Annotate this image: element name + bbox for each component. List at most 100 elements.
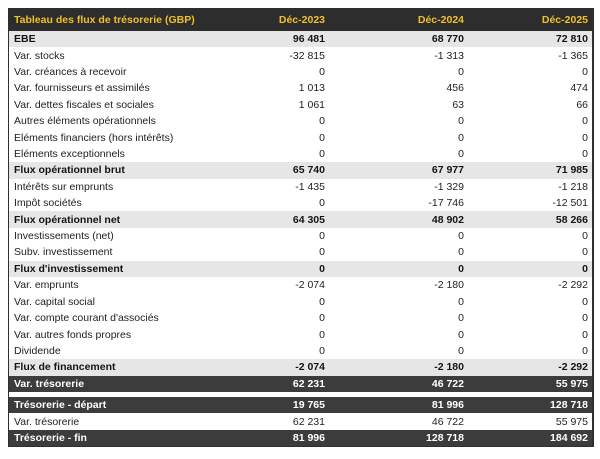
row-value: 81 996: [292, 431, 325, 444]
row-label: Flux opérationnel brut: [14, 164, 125, 177]
row-value: 0: [319, 262, 325, 275]
table-row: Intérêts sur emprunts -1 435 -1 329 -1 218: [9, 178, 592, 196]
row-label: Var. fournisseurs et assimilés: [14, 82, 150, 95]
row-value: 0: [319, 344, 325, 357]
row-value: 0: [582, 295, 588, 308]
row-value: 72 810: [555, 33, 588, 46]
row-value: 55 975: [555, 415, 588, 428]
row-value: 0: [458, 66, 464, 79]
row-value: -2 292: [558, 279, 588, 292]
row-value: 0: [582, 148, 588, 161]
table-body: EBE 96 481 68 770 72 810 Var. stocks -32 815 -…: [9, 31, 592, 447]
row-value: 0: [319, 66, 325, 79]
row-value: 1 013: [298, 82, 325, 95]
row-value: 0: [319, 246, 325, 259]
row-value: 456: [446, 82, 464, 95]
table-row: Subv. investissement 0 0 0: [9, 244, 592, 261]
row-value: -17 746: [428, 197, 464, 210]
row-value: 65 740: [292, 164, 325, 177]
table-row: Var. stocks -32 815 -1 313 -1 365: [9, 47, 592, 64]
row-value: -1 313: [434, 49, 464, 62]
column-header-dec-2023: Déc-2023: [278, 13, 325, 26]
table-row: Var. trésorerie 62 231 46 722 55 975: [9, 413, 592, 430]
row-value: 66: [576, 98, 588, 111]
table-row: Var. capital social 0 0 0: [9, 293, 592, 310]
row-value: 0: [458, 131, 464, 144]
row-label: Investissements (net): [14, 230, 114, 243]
row-label: Intérêts sur emprunts: [14, 180, 114, 193]
row-value: -1 435: [295, 180, 325, 193]
row-label: Var. compte courant d'associés: [14, 312, 159, 325]
row-label: Eléments exceptionnels: [14, 148, 125, 161]
row-value: 19 765: [292, 399, 325, 412]
table-row: Trésorerie - départ 19 765 81 996 128 718: [9, 396, 592, 414]
row-value: 128 718: [550, 399, 588, 412]
row-label: Impôt sociétés: [14, 197, 82, 210]
row-label: Var. créances à recevoir: [14, 66, 127, 79]
row-value: 0: [582, 262, 588, 275]
row-value: -2 180: [434, 361, 464, 374]
row-value: 0: [458, 246, 464, 259]
table-row: Var. créances à recevoir 0 0 0: [9, 63, 592, 81]
row-value: 0: [582, 115, 588, 128]
row-value: -2 074: [295, 279, 325, 292]
table-row: Var. emprunts -2 074 -2 180 -2 292: [9, 277, 592, 294]
table-row: Var. fournisseurs et assimilés 1 013 456 47…: [9, 80, 592, 97]
row-value: 58 266: [555, 213, 588, 226]
row-label: Eléments financiers (hors intérêts): [14, 131, 174, 144]
row-value: 55 975: [555, 377, 588, 390]
row-value: -2 180: [434, 279, 464, 292]
row-value: -1 329: [434, 180, 464, 193]
row-value: 68 770: [431, 33, 464, 46]
row-label: Var. capital social: [14, 295, 95, 308]
table-row: Flux d'investissement 0 0 0: [9, 260, 592, 278]
row-value: 67 977: [431, 164, 464, 177]
row-value: -2 292: [558, 361, 588, 374]
row-value: 0: [582, 312, 588, 325]
table-row: Autres éléments opérationnels 0 0 0: [9, 113, 592, 130]
table-row: Flux opérationnel net 64 305 48 902 58 266: [9, 211, 592, 228]
table-row: Var. dettes fiscales et sociales 1 061 63 6…: [9, 96, 592, 114]
row-value: 0: [319, 230, 325, 243]
table-row: Flux de financement -2 074 -2 180 -2 292: [9, 359, 592, 376]
row-value: -2 074: [295, 361, 325, 374]
row-value: 0: [458, 230, 464, 243]
row-value: 1 061: [298, 98, 325, 111]
row-value: 0: [458, 115, 464, 128]
row-value: 0: [458, 148, 464, 161]
row-value: 0: [458, 344, 464, 357]
table-row: Investissements (net) 0 0 0: [9, 227, 592, 245]
row-label: Var. dettes fiscales et sociales: [14, 98, 154, 111]
table-title: Tableau des flux de trésorerie (GBP): [14, 13, 195, 26]
row-label: Trésorerie - départ: [14, 399, 107, 412]
table-row: Eléments financiers (hors intérêts) 0 0 0: [9, 129, 592, 146]
column-header-dec-2025: Déc-2025: [541, 13, 588, 26]
table-header-row: Tableau des flux de trésorerie (GBP) Déc…: [9, 8, 592, 31]
table-row: EBE 96 481 68 770 72 810: [9, 31, 592, 48]
row-value: 184 692: [550, 431, 588, 444]
cashflow-table: Tableau des flux de trésorerie (GBP) Déc…: [8, 8, 594, 448]
row-value: 0: [582, 131, 588, 144]
row-value: 0: [458, 312, 464, 325]
row-label: Var. stocks: [14, 49, 65, 62]
row-label: Trésorerie - fin: [14, 431, 87, 444]
row-label: Dividende: [14, 344, 61, 357]
row-value: 96 481: [292, 33, 325, 46]
table-row: Flux opérationnel brut 65 740 67 977 71 985: [9, 162, 592, 179]
column-header-dec-2024: Déc-2024: [417, 13, 464, 26]
row-label: Flux d'investissement: [14, 262, 124, 275]
section-gap: [9, 391, 592, 397]
row-value: 0: [582, 328, 588, 341]
row-value: 0: [319, 131, 325, 144]
row-value: 63: [452, 98, 464, 111]
table-row: Var. compte courant d'associés 0 0 0: [9, 309, 592, 327]
table-row: Impôt sociétés 0 -17 746 -12 501: [9, 195, 592, 212]
row-value: 128 718: [426, 431, 464, 444]
row-label: Var. trésorerie: [14, 377, 85, 390]
row-value: 48 902: [431, 213, 464, 226]
row-value: 0: [458, 295, 464, 308]
row-value: 0: [458, 328, 464, 341]
row-value: 0: [319, 197, 325, 210]
table-row: Var. autres fonds propres 0 0 0: [9, 326, 592, 343]
row-value: 46 722: [431, 415, 464, 428]
